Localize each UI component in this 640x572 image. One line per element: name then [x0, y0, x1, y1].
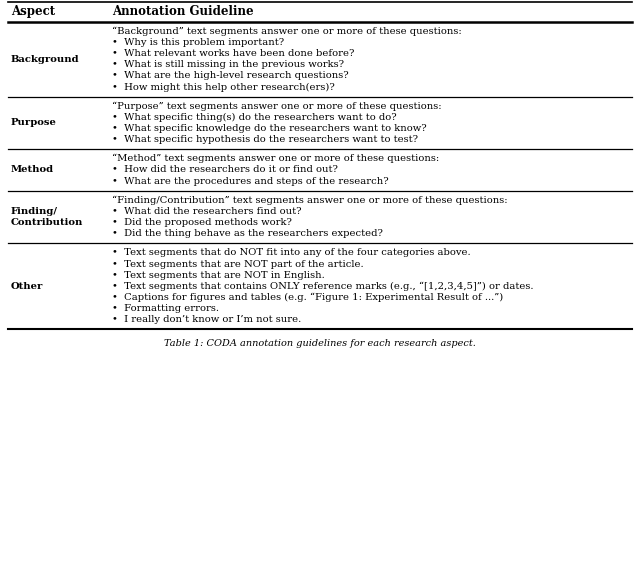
Text: “Method” text segments answer one or more of these questions:: “Method” text segments answer one or mor…: [112, 154, 440, 164]
Text: •  What are the procedures and steps of the research?: • What are the procedures and steps of t…: [112, 177, 389, 185]
Text: Finding/
Contribution: Finding/ Contribution: [11, 207, 83, 227]
Text: •  What relevant works have been done before?: • What relevant works have been done bef…: [112, 49, 355, 58]
Text: •  Did the proposed methods work?: • Did the proposed methods work?: [112, 218, 292, 227]
Text: •  Why is this problem important?: • Why is this problem important?: [112, 38, 284, 47]
Text: •  Did the thing behave as the researchers expected?: • Did the thing behave as the researcher…: [112, 229, 383, 239]
Text: •  What did the researchers find out?: • What did the researchers find out?: [112, 207, 301, 216]
Text: Background: Background: [11, 54, 79, 63]
Text: •  I really don’t know or I’m not sure.: • I really don’t know or I’m not sure.: [112, 315, 301, 324]
Text: •  What specific thing(s) do the researchers want to do?: • What specific thing(s) do the research…: [112, 113, 397, 122]
Text: •  What are the high-level research questions?: • What are the high-level research quest…: [112, 72, 349, 80]
Text: “Background” text segments answer one or more of these questions:: “Background” text segments answer one or…: [112, 26, 462, 36]
Text: Aspect: Aspect: [11, 5, 55, 18]
Text: Purpose: Purpose: [11, 118, 57, 128]
Text: •  Formatting errors.: • Formatting errors.: [112, 304, 219, 313]
Text: Annotation Guideline: Annotation Guideline: [112, 5, 254, 18]
Text: •  Text segments that contains ONLY reference marks (e.g., “[1,2,3,4,5]”) or dat: • Text segments that contains ONLY refer…: [112, 282, 534, 291]
Text: •  Text segments that do NOT fit into any of the four categories above.: • Text segments that do NOT fit into any…: [112, 248, 471, 257]
Text: Table 1: CODA annotation guidelines for each research aspect.: Table 1: CODA annotation guidelines for …: [164, 339, 476, 348]
Text: “Purpose” text segments answer one or more of these questions:: “Purpose” text segments answer one or mo…: [112, 101, 442, 111]
Text: •  What specific knowledge do the researchers want to know?: • What specific knowledge do the researc…: [112, 124, 427, 133]
Text: “Finding/Contribution” text segments answer one or more of these questions:: “Finding/Contribution” text segments ans…: [112, 196, 508, 205]
Text: •  What is still missing in the previous works?: • What is still missing in the previous …: [112, 60, 344, 69]
Text: •  What specific hypothesis do the researchers want to test?: • What specific hypothesis do the resear…: [112, 135, 418, 144]
Text: Other: Other: [11, 282, 44, 291]
Text: •  Text segments that are NOT part of the article.: • Text segments that are NOT part of the…: [112, 260, 364, 269]
Text: •  Captions for figures and tables (e.g. “Figure 1: Experimental Result of ...”): • Captions for figures and tables (e.g. …: [112, 293, 504, 302]
Text: •  How did the researchers do it or find out?: • How did the researchers do it or find …: [112, 165, 338, 174]
Text: Method: Method: [11, 165, 54, 174]
Text: •  How might this help other research(ers)?: • How might this help other research(ers…: [112, 82, 335, 92]
Text: •  Text segments that are NOT in English.: • Text segments that are NOT in English.: [112, 271, 325, 280]
